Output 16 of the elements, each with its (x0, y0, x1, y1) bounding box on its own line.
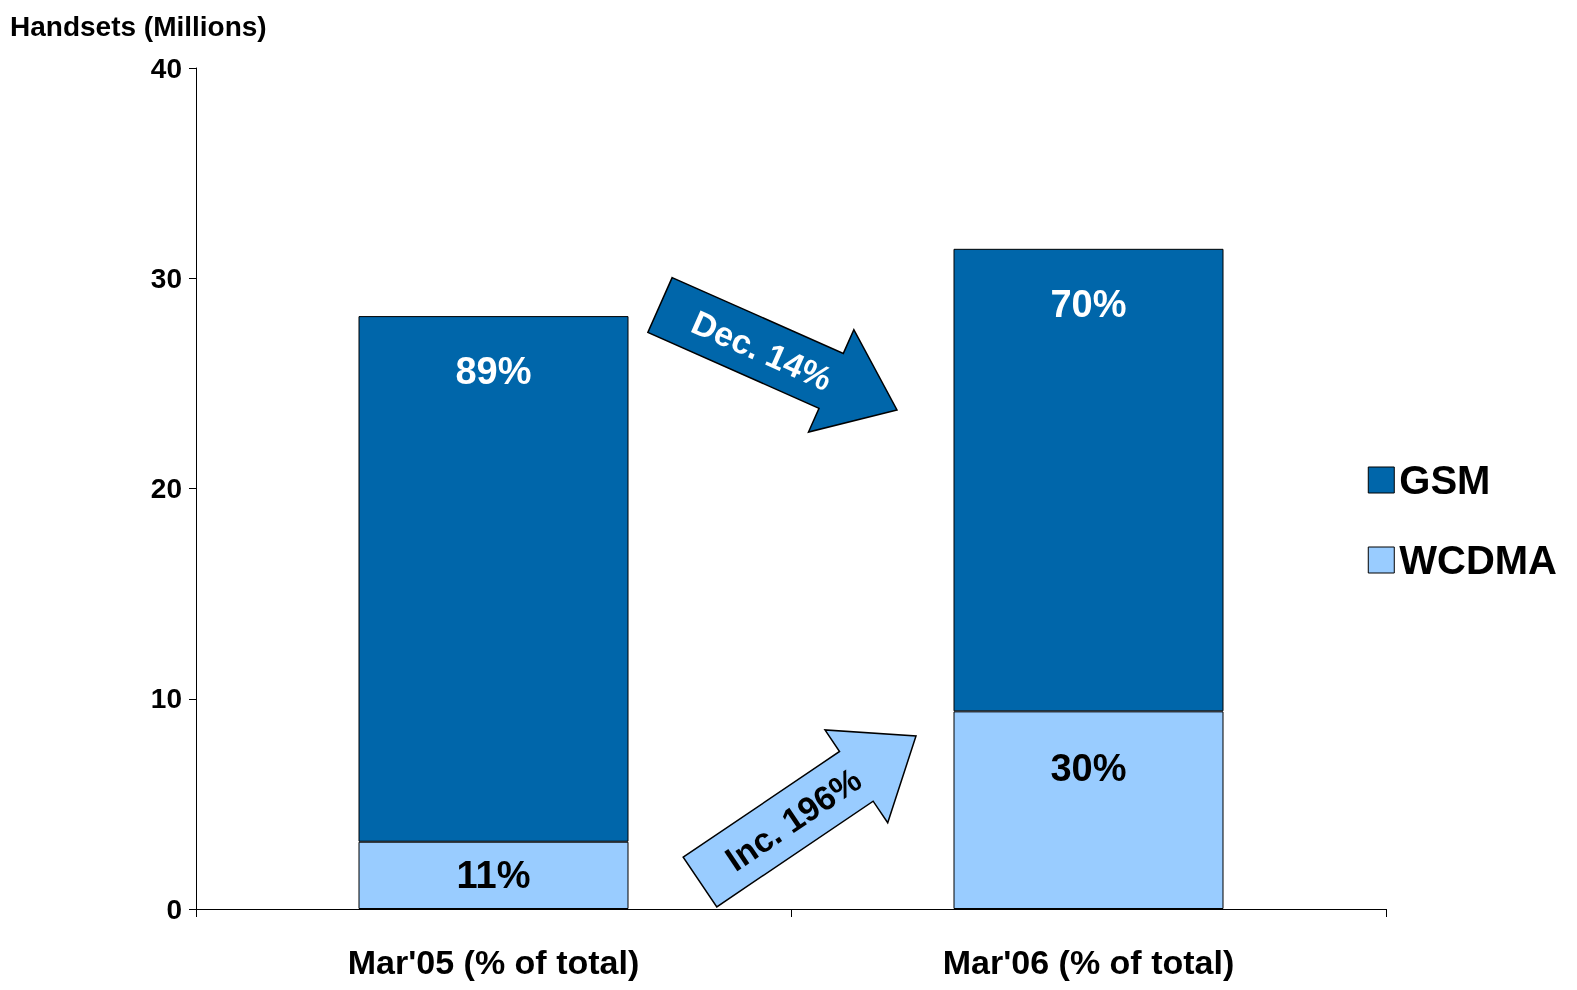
y-axis-title: Handsets (Millions) (10, 10, 267, 42)
y-tick-label: 20 (150, 473, 182, 504)
y-tick-label: 40 (150, 52, 182, 84)
annotation: 30% (1050, 747, 1127, 790)
legend-label: GSM (1399, 458, 1491, 502)
annotation: 70% (1050, 282, 1127, 325)
annotation: 11% (456, 854, 531, 897)
y-tick-label: 10 (150, 683, 182, 715)
y-tick-label: 0 (166, 893, 182, 925)
annotation: Dec. 14% (686, 302, 838, 398)
arrow: Dec. 14% (646, 276, 899, 434)
y-tick-label: 30 (150, 262, 182, 294)
annotation: 89% (455, 350, 532, 393)
x-tick-label: Mar'06 (% of total) (942, 943, 1235, 981)
legend-label: WCDMA (1399, 538, 1557, 582)
x-tick-label: Mar'05 (% of total) (347, 943, 640, 981)
